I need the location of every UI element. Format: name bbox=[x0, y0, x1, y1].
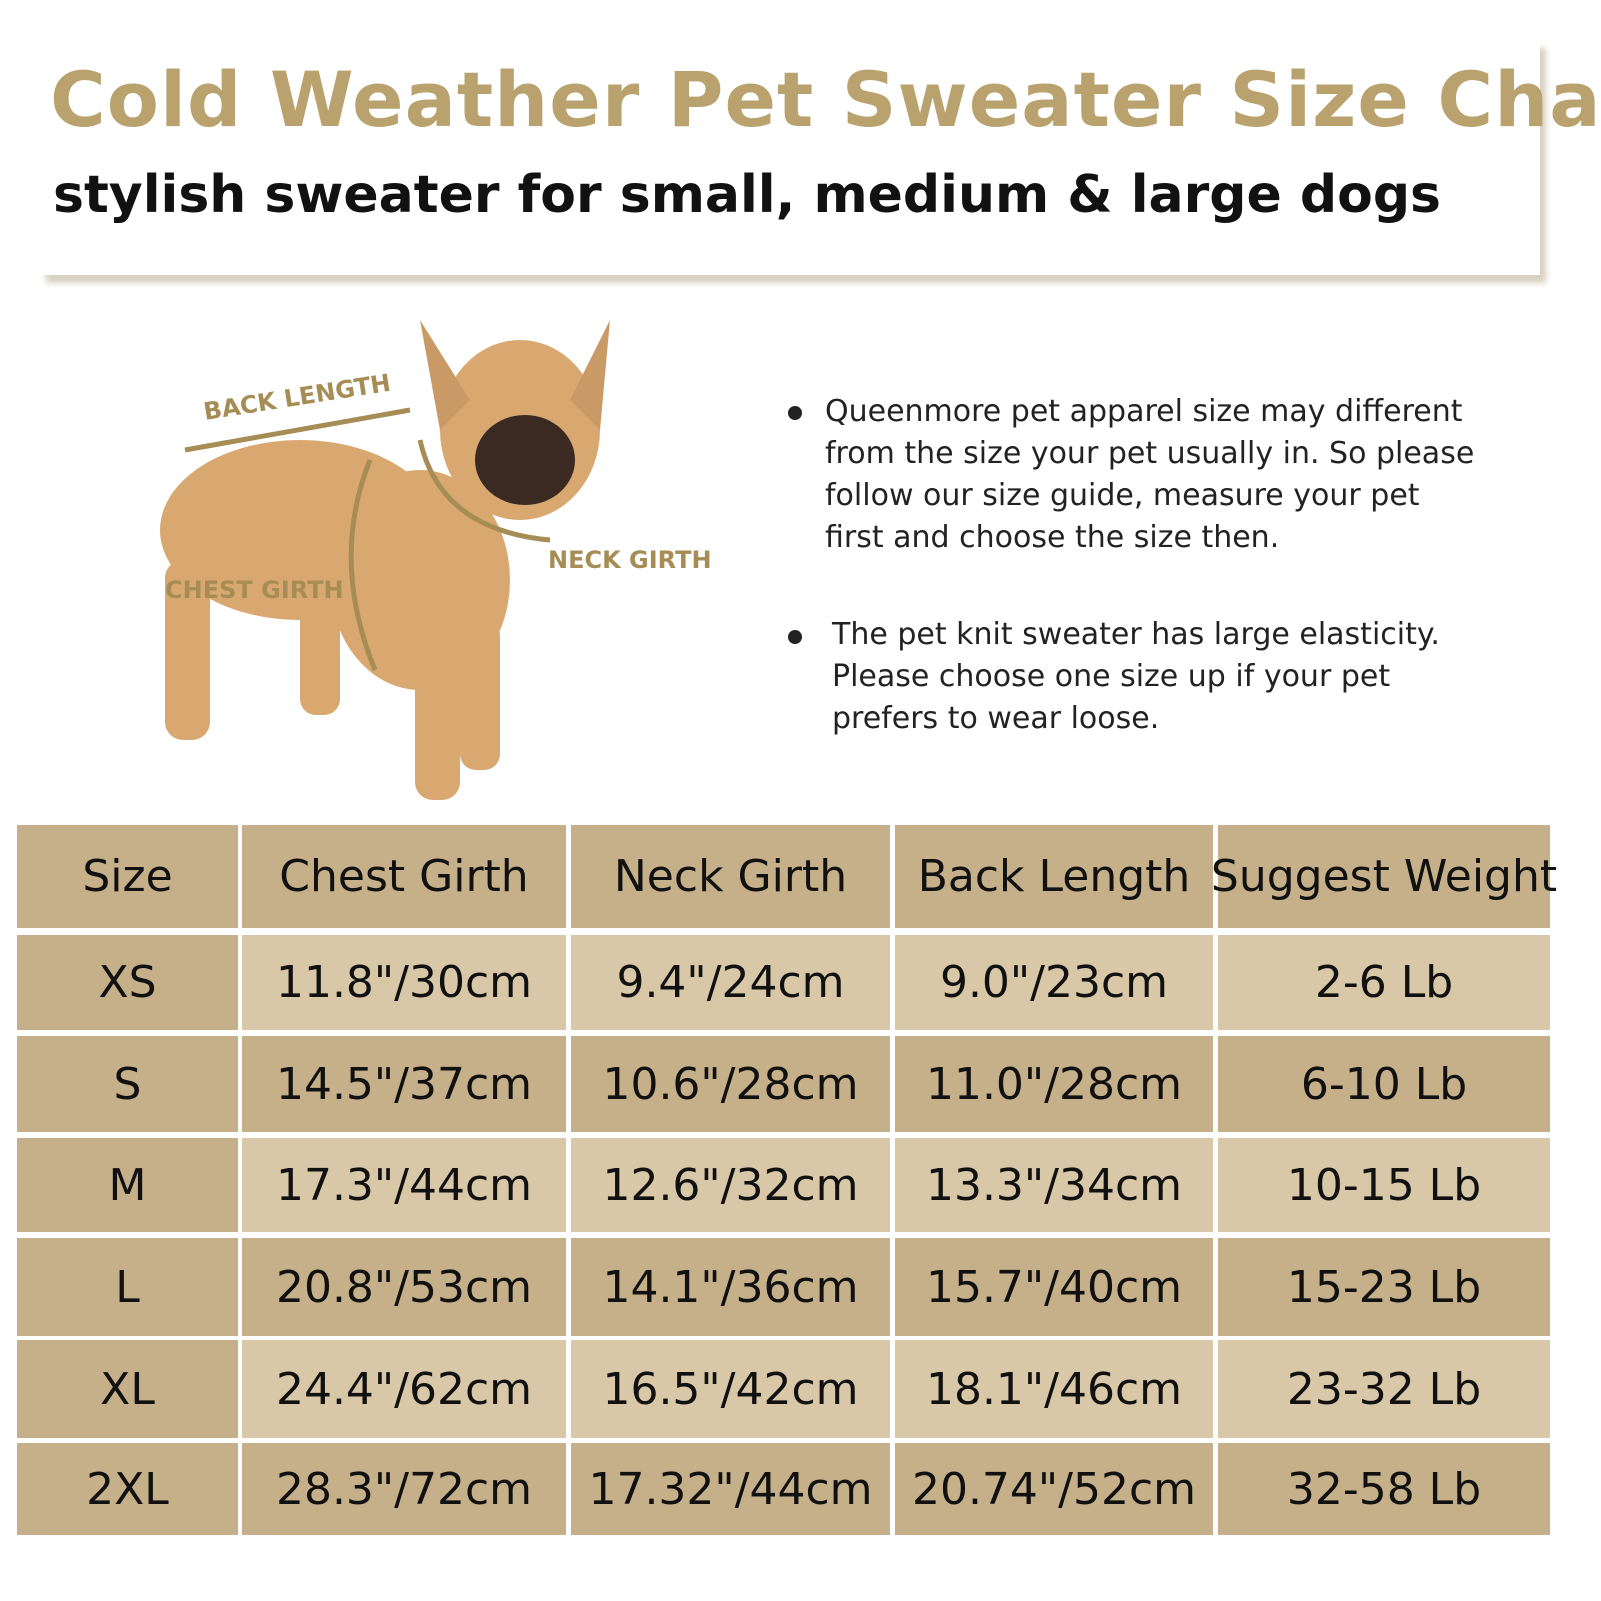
size-cell: 2XL bbox=[17, 1443, 238, 1535]
table-cell: 13.3"/34cm bbox=[895, 1138, 1213, 1232]
table-cell: 6-10 Lb bbox=[1218, 1036, 1550, 1132]
table-cell: 23-32 Lb bbox=[1218, 1340, 1550, 1438]
dog-diagram: BACK LENGTH NECK GIRTH CHEST GIRTH bbox=[160, 320, 712, 800]
table-cell: 15.7"/40cm bbox=[895, 1238, 1213, 1336]
subtitle: stylish sweater for small, medium & larg… bbox=[53, 165, 1442, 225]
table-cell: 9.0"/23cm bbox=[895, 935, 1213, 1030]
table-cell: 11.0"/28cm bbox=[895, 1036, 1213, 1132]
chest-girth-label: CHEST GIRTH bbox=[165, 576, 344, 604]
bullet bbox=[788, 406, 802, 420]
column-header: Chest Girth bbox=[242, 825, 566, 928]
table-cell: 10-15 Lb bbox=[1218, 1138, 1550, 1232]
table-cell: 10.6"/28cm bbox=[571, 1036, 890, 1132]
table-cell: 20.8"/53cm bbox=[242, 1238, 566, 1336]
neck-girth-label: NECK GIRTH bbox=[548, 546, 712, 574]
size-cell: M bbox=[17, 1138, 238, 1232]
table-cell: 16.5"/42cm bbox=[571, 1340, 890, 1438]
table-cell: 14.1"/36cm bbox=[571, 1238, 890, 1336]
table-cell: 32-58 Lb bbox=[1218, 1443, 1550, 1535]
table-cell: 24.4"/62cm bbox=[242, 1340, 566, 1438]
column-header: Neck Girth bbox=[571, 825, 890, 928]
table-cell: 20.74"/52cm bbox=[895, 1443, 1213, 1535]
size-cell: L bbox=[17, 1238, 238, 1336]
table-cell: 15-23 Lb bbox=[1218, 1238, 1550, 1336]
measure-lines bbox=[184, 407, 551, 671]
table-cell: 17.32"/44cm bbox=[571, 1443, 890, 1535]
size-cell: XL bbox=[17, 1340, 238, 1438]
note: The pet knit sweater has large elasticit… bbox=[832, 617, 1440, 736]
table-cell: 18.1"/46cm bbox=[895, 1340, 1213, 1438]
dog bbox=[160, 320, 610, 800]
column-header: Suggest Weight bbox=[1211, 825, 1557, 928]
table-cell: 28.3"/72cm bbox=[242, 1443, 566, 1535]
column-header: Size bbox=[17, 825, 238, 928]
column-header: Back Length bbox=[895, 825, 1213, 928]
table-cell: 17.3"/44cm bbox=[242, 1138, 566, 1232]
table-cell: 9.4"/24cm bbox=[571, 935, 890, 1030]
bullet bbox=[788, 630, 802, 644]
title: Cold Weather Pet Sweater Size Chart bbox=[50, 55, 1601, 144]
table-cell: 2-6 Lb bbox=[1218, 935, 1550, 1030]
table-cell: 14.5"/37cm bbox=[242, 1036, 566, 1132]
table-cell: 12.6"/32cm bbox=[571, 1138, 890, 1232]
header-box bbox=[40, 40, 1540, 275]
size-cell: XS bbox=[17, 935, 238, 1030]
table-cell: 11.8"/30cm bbox=[242, 935, 566, 1030]
note: Queenmore pet apparel size may different… bbox=[825, 394, 1475, 555]
size-cell: S bbox=[17, 1036, 238, 1132]
